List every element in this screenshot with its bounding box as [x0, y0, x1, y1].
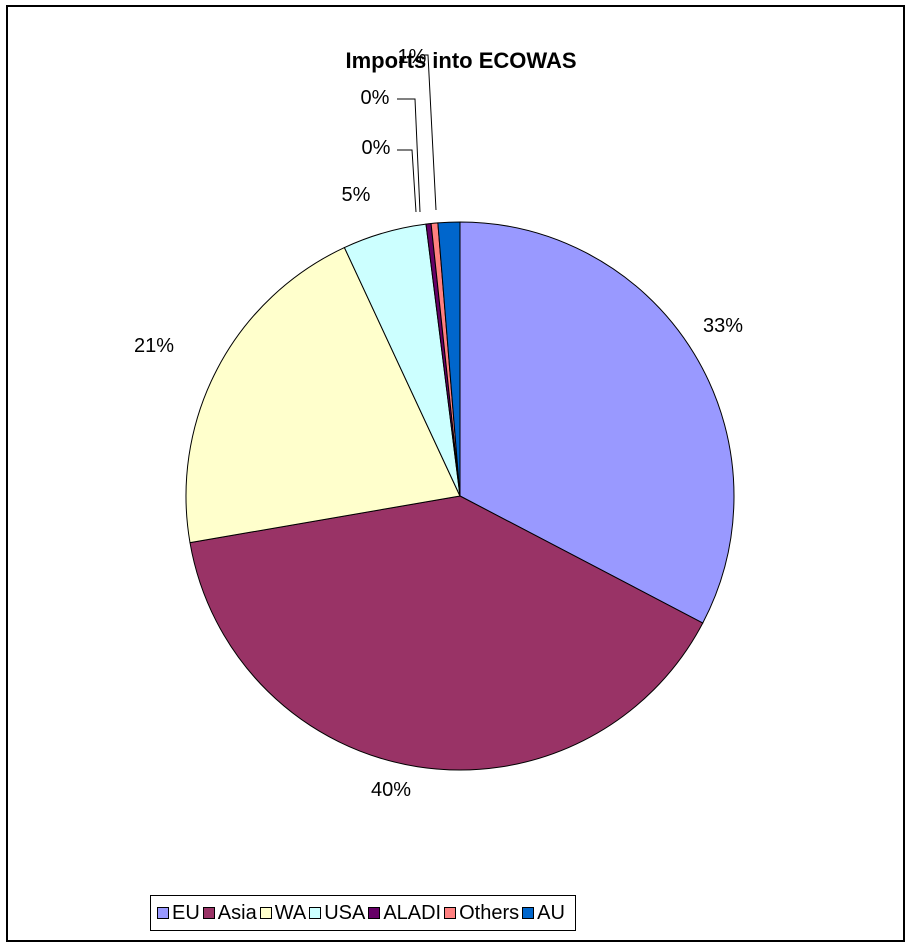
legend-item-au: AU [522, 902, 565, 925]
data-label-aladi: 0% [362, 137, 391, 159]
pie-slice-au [437, 221, 461, 497]
data-label-wa: 21% [134, 335, 174, 357]
legend-label-wa: WA [274, 901, 307, 924]
pie-slice-wa [185, 246, 461, 544]
leader-line-au [421, 54, 437, 211]
legend-label-others: Others [459, 901, 520, 924]
leader-line-others [397, 98, 421, 213]
legend-label-eu: EU [172, 901, 200, 924]
data-label-usa: 5% [342, 184, 371, 206]
data-label-others: 0% [361, 87, 390, 109]
legend-label-usa: USA [324, 901, 366, 924]
chart-frame: Imports into ECOWAS 33% 40% 21% 5% 0% 0% 1% EU… [6, 5, 905, 942]
pie-chart: Imports into ECOWAS 33% 40% 21% 5% 0% 0% 1% [134, 46, 743, 801]
legend-item-usa: USA [309, 902, 365, 925]
pie-slice-eu [459, 221, 735, 624]
legend: EU Asia WA USA ALADI Others AU [150, 895, 576, 931]
legend-swatch-au [522, 907, 535, 919]
data-label-au: 1% [398, 46, 427, 68]
data-label-asia: 40% [371, 779, 411, 801]
legend-swatch-aladi [368, 907, 381, 919]
legend-label-asia: Asia [217, 901, 257, 924]
legend-label-aladi: ALADI [383, 901, 442, 924]
chart-title: Imports into ECOWAS [346, 48, 577, 73]
legend-item-aladi: ALADI [368, 902, 441, 925]
legend-swatch-usa [309, 907, 322, 919]
legend-swatch-wa [259, 907, 272, 919]
legend-item-asia: Asia [202, 901, 257, 925]
legend-swatch-asia [202, 907, 215, 919]
pie-slice-asia [189, 495, 704, 771]
legend-label-au: AU [537, 901, 565, 924]
data-label-eu: 33% [703, 315, 743, 337]
legend-item-wa: WA [259, 901, 307, 925]
legend-swatch-eu [157, 907, 169, 919]
leader-line-aladi [397, 149, 417, 213]
legend-swatch-others [444, 907, 457, 919]
legend-item-eu: EU [157, 902, 200, 925]
legend-item-others: Others [444, 902, 519, 925]
